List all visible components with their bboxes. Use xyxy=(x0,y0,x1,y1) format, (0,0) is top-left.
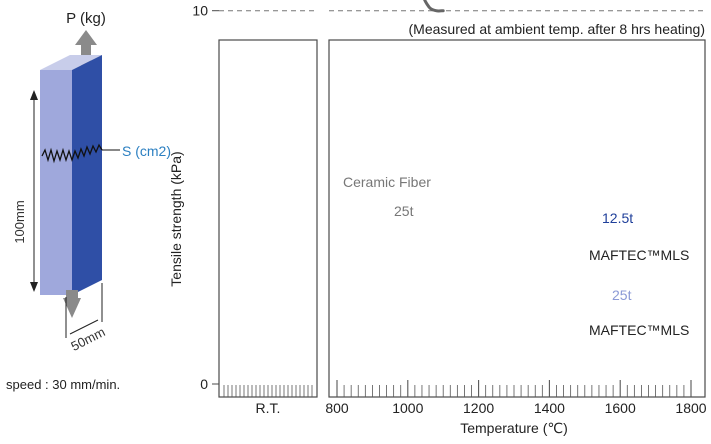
y-tick-label: 0 xyxy=(200,376,208,392)
force-label: P (kg) xyxy=(66,10,106,27)
block-front-face xyxy=(40,70,72,295)
minor-ticks xyxy=(223,380,692,397)
ceramic-fiber-thickness-label: 25t xyxy=(394,203,414,219)
x-tick-label: 1400 xyxy=(534,400,565,416)
rt-axis-label: R.T. xyxy=(256,400,281,416)
block-side-face xyxy=(72,55,102,295)
ceramic-fiber-label: Ceramic Fiber xyxy=(343,174,431,190)
x-tick-label: 1200 xyxy=(463,400,494,416)
gridlines xyxy=(212,10,705,385)
series-25t-legend: MAFTEC™MLS xyxy=(589,322,689,338)
series-line-ceramic-fiber xyxy=(423,0,445,13)
height-label: 100mm xyxy=(12,200,27,243)
x-tick-labels: 800 1000 1200 1400 1600 1800 xyxy=(325,400,706,416)
y-axis-title: Tensile strength (kPa) xyxy=(168,151,184,286)
block-top-face xyxy=(40,55,102,70)
x-tick-label: 1600 xyxy=(605,400,636,416)
force-arrow-down xyxy=(63,290,81,318)
temperature-panel-frame xyxy=(328,39,706,398)
speed-label: speed : 30 mm/min. xyxy=(6,377,120,392)
fracture-line xyxy=(41,143,103,164)
series-12-5t-legend: MAFTEC™MLS xyxy=(589,247,689,263)
x-axis-title: Temperature (℃) xyxy=(460,420,568,436)
y-tick-label: 10 xyxy=(192,3,208,19)
series-lines xyxy=(423,0,445,13)
chart-title: (Measured at ambient temp. after 8 hrs h… xyxy=(409,21,705,37)
x-tick-label: 1800 xyxy=(675,400,706,416)
chart: (Measured at ambient temp. after 8 hrs h… xyxy=(168,0,707,436)
width-label: 50mm xyxy=(68,324,107,354)
series-12-5t-label: 12.5t xyxy=(602,210,633,226)
y-tick-labels: 0102030405060708090 xyxy=(192,3,208,392)
x-tick-label: 800 xyxy=(325,400,349,416)
height-dimension: 100mm xyxy=(12,90,38,292)
series-25t-label: 25t xyxy=(612,287,632,303)
area-label: S (cm2) xyxy=(122,143,171,159)
specimen-diagram: P (kg) S (cm2) xyxy=(6,10,171,392)
x-tick-label: 1000 xyxy=(392,400,423,416)
rt-panel-frame xyxy=(218,39,318,398)
